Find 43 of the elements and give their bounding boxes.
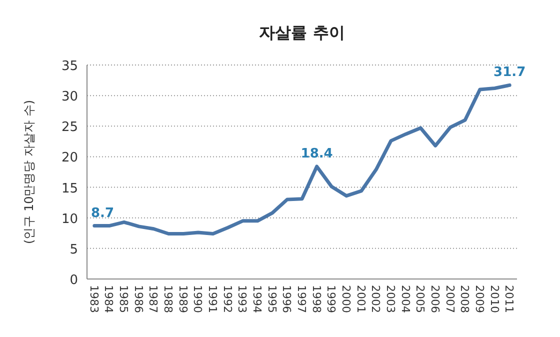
x-tick-label: 2011 [502, 285, 516, 313]
x-tick-label: 2003 [384, 285, 397, 313]
x-tick-label: 1998 [310, 285, 323, 313]
y-tick-label: 10 [61, 212, 78, 227]
x-tick-label: 2002 [369, 285, 382, 313]
x-tick-label: 2009 [472, 285, 486, 313]
y-tick-label: 25 [61, 120, 78, 136]
x-tick-label: 2000 [339, 285, 352, 313]
y-axis-title: (인구 10만명당 자살자 수) [22, 100, 36, 244]
x-tick-label: 1993 [236, 285, 249, 313]
y-tick-label: 30 [61, 90, 78, 105]
x-tick-label: 1986 [132, 285, 145, 313]
x-tick-label: 2004 [398, 285, 412, 313]
x-tick-label: 1984 [102, 285, 116, 313]
x-tick-label: 1992 [220, 285, 234, 313]
y-tick-label: 20 [61, 150, 78, 166]
x-tick-label: 1991 [206, 285, 220, 313]
x-tick-label: 2006 [428, 285, 442, 313]
x-tick-label: 1995 [265, 285, 278, 313]
y-tick-label: 0 [70, 273, 78, 288]
x-tick-label: 1989 [176, 285, 190, 313]
x-tick-label: 2001 [354, 285, 368, 313]
x-tick-label: 2007 [443, 285, 456, 313]
x-tick-label: 1988 [162, 285, 175, 313]
data-label: 18.4 [300, 146, 333, 162]
x-tick-label: 1999 [324, 285, 338, 313]
x-tick-label: 2010 [488, 285, 501, 313]
data-label: 8.7 [91, 206, 114, 221]
chart-title: 자살률 추이 [259, 23, 345, 42]
x-tick-label: 1997 [295, 285, 308, 313]
y-tick-label: 5 [70, 242, 78, 258]
x-tick-label: 1983 [87, 285, 100, 313]
x-tick-label: 1990 [191, 285, 204, 313]
x-tick-label: 2005 [414, 285, 427, 313]
x-tick-label: 1985 [117, 285, 130, 313]
data-label: 31.7 [494, 65, 526, 80]
line-series [92, 83, 512, 236]
y-tick-label: 15 [61, 181, 78, 196]
x-tick-label: 1994 [250, 285, 264, 313]
y-tick-label: 35 [61, 59, 78, 74]
x-tick-label: 1987 [146, 285, 160, 313]
x-tick-label: 2008 [458, 285, 472, 313]
x-tick-label: 1996 [280, 285, 294, 313]
